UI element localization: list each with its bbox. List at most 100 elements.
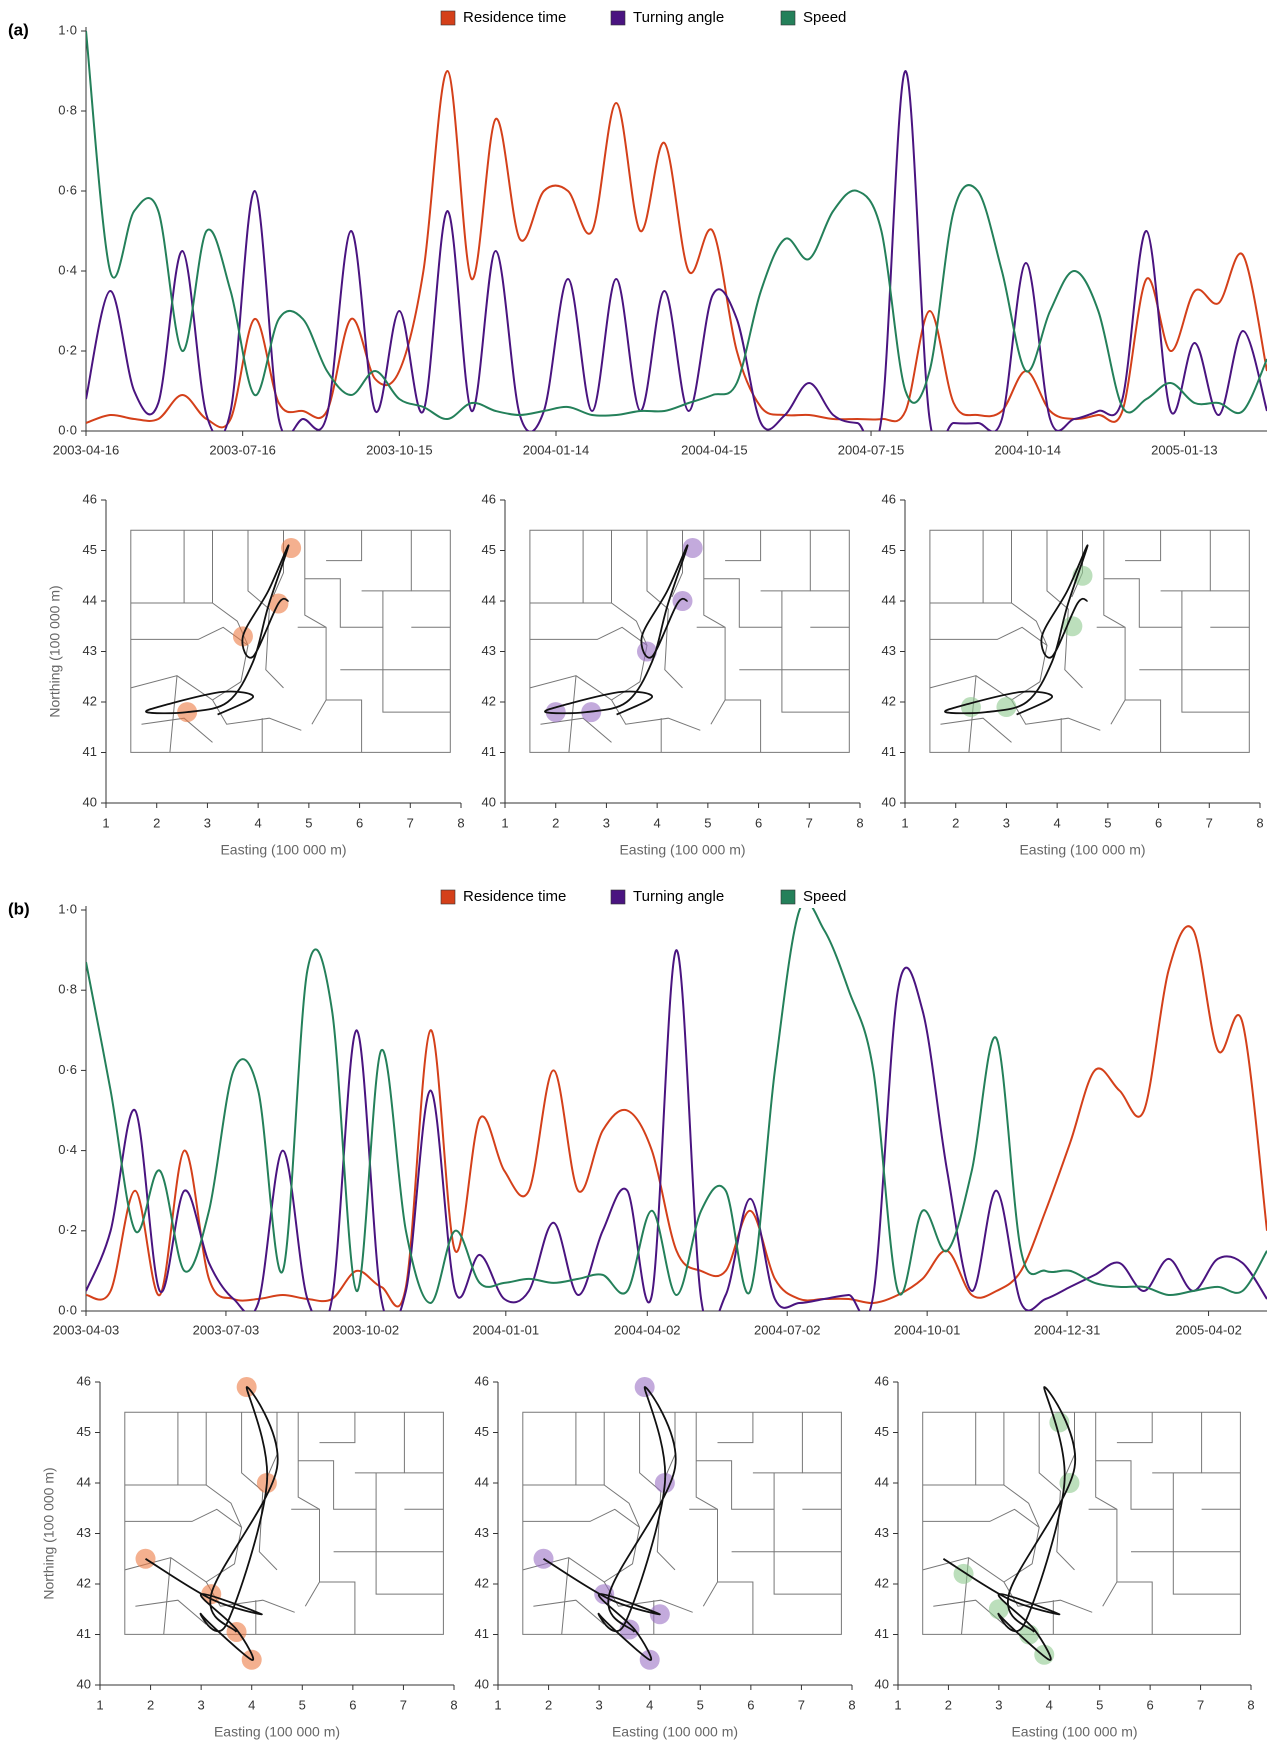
- y-tick-label: 44: [77, 1474, 91, 1489]
- y-tick-label: 0·6: [58, 1062, 77, 1077]
- state-outline: [929, 529, 1250, 753]
- series-line: [86, 949, 1267, 1311]
- county-line: [1116, 1581, 1153, 1635]
- county-line: [130, 530, 213, 604]
- y-tick-label: 0·8: [58, 982, 77, 997]
- x-tick-label: 4: [1054, 815, 1061, 830]
- county-line: [326, 699, 363, 753]
- x-tick-label: 8: [457, 815, 464, 830]
- x-tick-label: 8: [1247, 1697, 1254, 1712]
- county-line: [130, 675, 302, 731]
- county-line: [326, 530, 363, 562]
- x-tick-label: 6: [349, 1697, 356, 1712]
- hotspot: [988, 1599, 1009, 1620]
- x-tick-label: 1: [894, 1697, 901, 1712]
- county-line: [533, 1599, 605, 1625]
- x-tick-label: 5: [1104, 815, 1111, 830]
- x-tick-label: 5: [704, 815, 711, 830]
- county-line: [212, 602, 249, 701]
- county-line: [781, 590, 850, 671]
- x-tick-label: 5: [305, 815, 312, 830]
- x-tick-label: 1: [901, 815, 908, 830]
- y-tick-label: 1·0: [58, 22, 77, 37]
- x-tick-label: 2004-01-14: [523, 442, 590, 457]
- hotspot: [672, 591, 693, 611]
- county-line: [124, 1412, 207, 1486]
- hotspot: [533, 1548, 554, 1569]
- y-tick-label: 41: [475, 1626, 489, 1641]
- x-tick-label: 4: [1046, 1697, 1053, 1712]
- county-line: [922, 1557, 1093, 1613]
- x-tick-label: 3: [1003, 815, 1010, 830]
- county-line: [1131, 1551, 1241, 1595]
- county-line: [773, 1472, 842, 1553]
- y-tick-label: 42: [875, 1575, 889, 1590]
- y-tick-label: 40: [875, 1676, 889, 1691]
- x-tick-label: 2: [952, 815, 959, 830]
- x-tick-label: 1: [494, 1697, 501, 1712]
- x-tick-label: 3: [198, 1697, 205, 1712]
- county-line: [568, 675, 577, 753]
- y-tick-label: 44: [482, 592, 496, 607]
- y-tick-label: 41: [482, 744, 496, 759]
- county-line: [929, 626, 1048, 646]
- track: [544, 544, 689, 716]
- y-tick-label: 46: [882, 491, 896, 506]
- x-tick-label: 7: [407, 815, 414, 830]
- x-tick-label: 2003-10-15: [366, 442, 433, 457]
- y-tick-label: 41: [83, 744, 97, 759]
- y-tick-label: 40: [882, 794, 896, 809]
- county-line: [1046, 530, 1083, 689]
- county-line: [1038, 1412, 1075, 1571]
- county-line: [1139, 669, 1250, 713]
- state-outline: [529, 529, 850, 753]
- y-tick-label: 44: [83, 592, 97, 607]
- track: [944, 544, 1089, 716]
- x-tick-label: 3: [603, 815, 610, 830]
- x-tick-label: 2: [545, 1697, 552, 1712]
- y-tick-label: 44: [475, 1474, 489, 1489]
- y-tick-label: 45: [77, 1424, 91, 1439]
- x-tick-label: 3: [995, 1697, 1002, 1712]
- county-line: [1003, 1484, 1040, 1583]
- x-tick-label: 2003-10-02: [333, 1322, 400, 1337]
- x-axis-label: Easting (100 000 m): [619, 842, 745, 858]
- county-line: [731, 1551, 842, 1595]
- series-line: [86, 30, 1267, 421]
- series-line: [86, 925, 1267, 1308]
- county-line: [124, 1508, 242, 1528]
- y-tick-label: 46: [475, 1373, 489, 1388]
- x-tick-label: 7: [1197, 1697, 1204, 1712]
- x-tick-label: 2004-07-02: [754, 1322, 821, 1337]
- x-tick-label: 4: [248, 1697, 255, 1712]
- county-line: [130, 626, 249, 646]
- county-line: [361, 530, 412, 592]
- x-tick-label: 2004-01-01: [473, 1322, 540, 1337]
- y-tick-label: 43: [83, 643, 97, 658]
- y-tick-label: 0·2: [58, 1222, 77, 1237]
- legend-swatch: [440, 10, 456, 26]
- y-tick-label: 45: [875, 1424, 889, 1439]
- county-line: [1152, 1412, 1203, 1474]
- county-line: [929, 530, 1012, 604]
- county-line: [354, 1412, 405, 1474]
- county-line: [522, 1508, 640, 1528]
- y-tick-label: 43: [875, 1525, 889, 1540]
- y-tick-label: 42: [83, 693, 97, 708]
- x-tick-label: 3: [596, 1697, 603, 1712]
- series-line: [86, 69, 1267, 429]
- x-tick-label: 2: [153, 815, 160, 830]
- x-tick-label: 2003-07-03: [193, 1322, 260, 1337]
- y-axis-label: Northing (100 000 m): [41, 1467, 57, 1599]
- x-tick-label: 5: [299, 1697, 306, 1712]
- legend-label: Speed: [803, 9, 846, 26]
- x-tick-label: 2004-10-14: [994, 442, 1061, 457]
- county-line: [717, 1412, 754, 1444]
- county-line: [739, 669, 850, 713]
- y-tick-label: 41: [875, 1626, 889, 1641]
- y-tick-label: 43: [482, 643, 496, 658]
- county-line: [382, 590, 451, 671]
- x-tick-label: 6: [1147, 1697, 1154, 1712]
- y-tick-label: 41: [77, 1626, 91, 1641]
- y-tick-label: 43: [77, 1525, 91, 1540]
